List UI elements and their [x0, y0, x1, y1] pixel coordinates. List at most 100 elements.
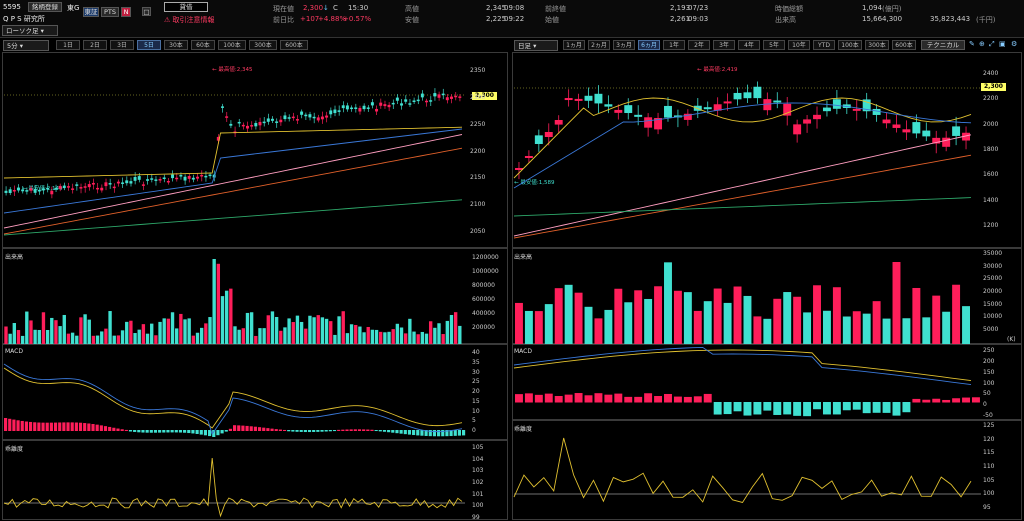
- tab-right-2[interactable]: 3ヵ月: [613, 40, 635, 50]
- left-volume-bar: [283, 327, 287, 344]
- right-macd-pane[interactable]: [512, 344, 1022, 420]
- left-volume-bar: [408, 318, 412, 344]
- left-macd_ticks-label: 30: [472, 368, 480, 376]
- tab-right-3[interactable]: 6ヵ月: [638, 40, 660, 50]
- left-volume-bar: [316, 315, 320, 344]
- tab-left-8[interactable]: 600本: [280, 40, 308, 50]
- left-macd_ticks-label: 5: [472, 417, 476, 425]
- left-interval-select[interactable]: 5分 ▾: [3, 40, 49, 51]
- tab-left-2[interactable]: 3日: [110, 40, 134, 50]
- left-macd-bar: [153, 430, 158, 433]
- expand-icon[interactable]: ⤢: [989, 40, 995, 48]
- right-macd-bar: [544, 393, 553, 403]
- left-candle: [4, 190, 8, 193]
- fullscreen-icon[interactable]: ▣: [999, 40, 1006, 48]
- left-volume-bar: [29, 320, 33, 344]
- register-button[interactable]: 銘柄登録: [28, 2, 62, 12]
- tab-right-9[interactable]: 10年: [788, 40, 810, 50]
- left-macd-bar: [162, 430, 166, 433]
- left-candle: [304, 114, 308, 117]
- left-dev_ticks-label: 100: [472, 502, 484, 510]
- right-candle: [822, 107, 831, 112]
- tab-right-8[interactable]: 5年: [763, 40, 785, 50]
- zoom-icon[interactable]: ⊕: [979, 40, 985, 48]
- pts-button[interactable]: PTS: [101, 7, 119, 17]
- left-macd_ticks-label: 35: [472, 358, 480, 366]
- right-macd-bar: [673, 396, 682, 403]
- prev-label: 前日比: [273, 16, 294, 24]
- left-macd-bar: [170, 430, 174, 433]
- left-candle: [125, 180, 129, 184]
- tab-right-11[interactable]: 100本: [838, 40, 862, 50]
- tab-right-4[interactable]: 1年: [663, 40, 685, 50]
- right-macd-bar: [852, 402, 861, 410]
- left-macd-bar: [187, 430, 191, 434]
- right-volume-bar: [832, 287, 841, 344]
- tab-left-1[interactable]: 2日: [83, 40, 107, 50]
- left-volume-bar: [70, 332, 75, 344]
- left-macd-bar: [370, 429, 374, 431]
- chart-type-select[interactable]: ローソク足 ▾: [2, 25, 58, 36]
- right-macd-bar: [892, 402, 901, 416]
- tosho-button[interactable]: 東証: [83, 7, 99, 17]
- left-volume-bar: [404, 333, 408, 344]
- left-volume-bar: [308, 315, 312, 344]
- tab-left-4[interactable]: 30本: [164, 40, 188, 50]
- tab-left-6[interactable]: 100本: [218, 40, 246, 50]
- right-macd-bar: [564, 394, 573, 403]
- right-price_ticks-label: 2200: [983, 95, 999, 103]
- right-interval-select[interactable]: 日足 ▾: [514, 40, 558, 51]
- right-candle: [763, 99, 772, 111]
- tab-right-6[interactable]: 3年: [713, 40, 735, 50]
- tab-right-13[interactable]: 600本: [892, 40, 916, 50]
- left-volume-bar: [137, 329, 141, 344]
- right-signal-line: [513, 346, 972, 386]
- tab-left-5[interactable]: 60本: [191, 40, 215, 50]
- right-candle: [912, 122, 921, 134]
- warning-link[interactable]: ⚠ 取引注意情報: [164, 16, 215, 24]
- left-macd-bar: [78, 422, 83, 431]
- tab-left-7[interactable]: 300本: [249, 40, 277, 50]
- right-volume-bar: [693, 310, 702, 344]
- tab-right-10[interactable]: YTD: [813, 40, 835, 50]
- left-macd-bar: [183, 430, 187, 433]
- right-macd-bar: [922, 399, 931, 403]
- left-volume-bar: [83, 314, 87, 344]
- right-macd-bar: [515, 394, 523, 403]
- left-macd-bar: [95, 424, 99, 431]
- right-ma-long: [513, 134, 972, 237]
- left-macd-bar: [233, 425, 237, 431]
- small-square-button[interactable]: □: [142, 7, 151, 16]
- right-deviation-pane[interactable]: [512, 420, 1022, 520]
- left-volume-bar: [245, 312, 250, 344]
- left-volume-bar: [391, 329, 395, 344]
- tab-right-12[interactable]: 300本: [865, 40, 889, 50]
- tab-left-3[interactable]: 5日: [137, 40, 161, 50]
- right-macd-title: MACD: [514, 348, 532, 355]
- left-volume-bar: [125, 321, 129, 344]
- tab-right-7[interactable]: 4年: [738, 40, 760, 50]
- settings-icon[interactable]: ⚙: [1011, 40, 1018, 48]
- prev-pct: +4.88%: [318, 15, 347, 23]
- tab-right-5[interactable]: 2年: [688, 40, 710, 50]
- left-macd-bar: [399, 430, 403, 434]
- left-candle: [171, 174, 175, 179]
- left-macd-bar: [349, 429, 353, 431]
- right-volume-bar: [813, 285, 821, 344]
- left-macd-bar: [199, 430, 203, 435]
- right-volume-bar: [733, 286, 742, 344]
- n-button[interactable]: N: [121, 7, 131, 17]
- left-macd-bar: [299, 430, 303, 432]
- technical-button[interactable]: テクニカル: [921, 40, 965, 50]
- pencil-icon[interactable]: ✎: [969, 40, 975, 48]
- tab-left-0[interactable]: 1日: [56, 40, 80, 50]
- right-macd-bar: [942, 399, 951, 403]
- tab-right-0[interactable]: 1ヵ月: [563, 40, 585, 50]
- right-price-pane[interactable]: [512, 52, 1022, 248]
- right-volume-bar: [604, 309, 613, 344]
- left-deviation-pane[interactable]: [2, 440, 508, 520]
- left-macd-bar: [103, 426, 108, 431]
- open-time: 09:03: [688, 15, 709, 23]
- tab-right-1[interactable]: 2ヵ月: [588, 40, 610, 50]
- left-candle: [412, 100, 416, 103]
